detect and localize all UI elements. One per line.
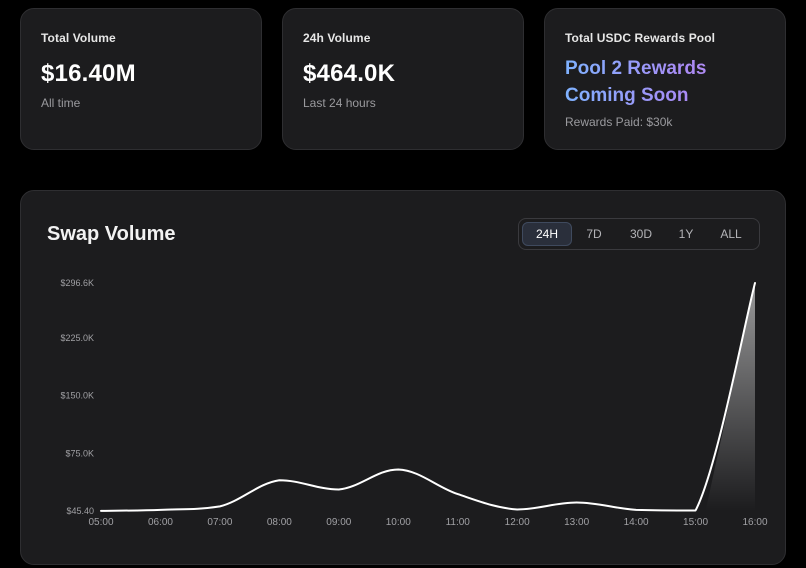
data-point — [634, 508, 638, 512]
y-tick-label: $45.40 — [66, 506, 94, 516]
stat-subtitle: All time — [41, 96, 81, 110]
x-tick-label: 15:00 — [683, 517, 708, 528]
y-tick-label: $75.0K — [65, 448, 94, 458]
x-tick-label: 08:00 — [267, 517, 292, 528]
x-tick-label: 14:00 — [624, 517, 649, 528]
x-tick-label: 07:00 — [207, 517, 232, 528]
rewards-title: Total USDC Rewards Pool — [565, 31, 716, 45]
x-tick-label: 05:00 — [88, 517, 113, 528]
range-button-7d[interactable]: 7D — [586, 227, 602, 241]
range-button-all[interactable]: ALL — [720, 227, 742, 241]
x-tick-label: 11:00 — [446, 517, 471, 528]
stat-value: $464.0K — [303, 60, 396, 87]
total-volume-card: Total Volume $16.40M All time — [20, 8, 262, 150]
stat-title: Total Volume — [41, 31, 116, 45]
data-point — [515, 507, 519, 511]
rewards-pool-card: Total USDC Rewards Pool Pool 2 Rewards C… — [544, 8, 786, 150]
data-point — [575, 501, 579, 505]
rewards-line-2: Coming Soon — [565, 82, 765, 109]
volume-line — [100, 282, 756, 512]
x-tick-label: 09:00 — [326, 517, 351, 528]
data-point — [396, 467, 400, 471]
x-tick-label: 06:00 — [148, 517, 173, 528]
range-button-24h[interactable]: 24H — [522, 222, 572, 246]
x-tick-label: 10:00 — [386, 517, 411, 528]
time-range-selector: 24H 7D 30D 1Y ALL — [518, 218, 760, 250]
volume-area — [705, 283, 755, 511]
data-point — [158, 508, 162, 512]
data-point — [218, 504, 222, 508]
24h-volume-card: 24h Volume $464.0K Last 24 hours — [282, 8, 524, 150]
swap-volume-chart: $296.6K $225.0K $150.0K $75.0K $45.40 05:00 0… — [60, 278, 767, 528]
data-point — [694, 508, 698, 512]
y-tick-label: $225.0K — [60, 333, 94, 343]
range-button-1y[interactable]: 1Y — [678, 227, 694, 241]
data-point — [99, 509, 103, 513]
x-tick-label: 13:00 — [564, 517, 589, 528]
range-button-30d[interactable]: 30D — [629, 227, 652, 241]
rewards-paid: Rewards Paid: $30k — [565, 115, 673, 129]
x-tick-label: 12:00 — [505, 517, 530, 528]
stat-title: 24h Volume — [303, 31, 371, 45]
data-point — [277, 478, 281, 482]
rewards-status: Pool 2 Rewards Coming Soon — [565, 55, 765, 109]
y-tick-label: $296.6K — [60, 278, 94, 288]
data-point — [456, 492, 460, 496]
y-tick-label: $150.0K — [60, 391, 94, 401]
swap-volume-panel: Swap Volume 24H 7D 30D 1Y ALL $296.6K $22… — [20, 190, 786, 565]
data-point — [337, 487, 341, 491]
x-tick-label: 16:00 — [742, 517, 767, 528]
data-point — [753, 281, 757, 285]
stat-value: $16.40M — [41, 60, 136, 87]
rewards-line-1: Pool 2 Rewards — [565, 55, 765, 82]
chart-title: Swap Volume — [47, 223, 176, 245]
stat-subtitle: Last 24 hours — [303, 96, 376, 110]
